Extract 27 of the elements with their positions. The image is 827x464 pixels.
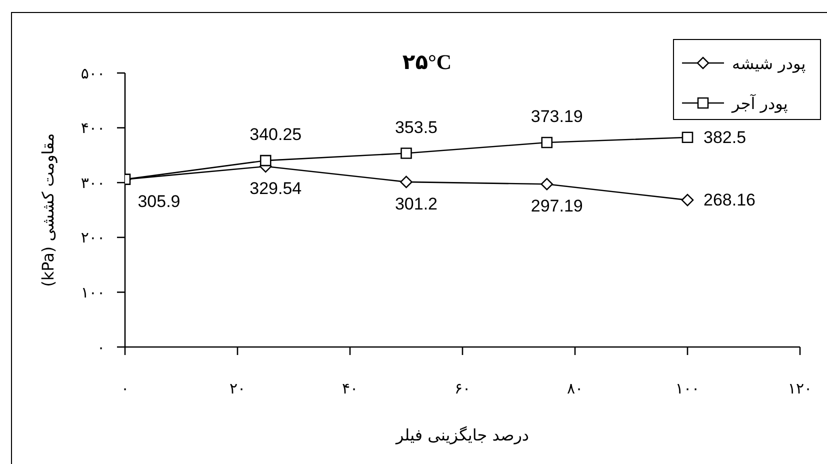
data-label: 373.19 xyxy=(530,106,583,126)
data-label: 382.5 xyxy=(704,128,746,147)
y-tick-label: ۴۰۰ xyxy=(80,119,105,138)
chart-title: ۲۵°C xyxy=(401,49,453,76)
legend-label: پودر آجر xyxy=(732,94,788,112)
x-tick-label: ۲۰ xyxy=(229,380,246,398)
y-tick-label: ۱۰۰ xyxy=(80,284,105,302)
x-axis-title: درصد جایگزینی فیلر xyxy=(394,425,530,444)
y-tick-label: ۳۰۰ xyxy=(80,174,105,192)
y-axis-title: مقاومت کششی (kPa) xyxy=(38,133,58,287)
data-label: 305.9 xyxy=(138,192,180,211)
y-tick-label: ۵۰۰ xyxy=(80,64,105,82)
data-label: 329.54 xyxy=(250,178,302,198)
x-tick-label: ۸۰ xyxy=(566,380,584,398)
data-label: 268.16 xyxy=(704,190,756,210)
y-tick-label: ۰ xyxy=(96,338,105,356)
data-label: 353.5 xyxy=(394,118,438,137)
y-tick-label: ۲۰۰ xyxy=(80,228,105,247)
x-tick-label: ۴۰ xyxy=(342,380,358,398)
x-tick-label: ۰ xyxy=(120,380,130,398)
x-tick-label: ۱۰۰ xyxy=(675,380,700,398)
x-tick-label: ۱۲۰ xyxy=(788,380,812,398)
data-label: 297.19 xyxy=(530,196,583,216)
legend-label: پودر شیشه xyxy=(732,54,806,72)
data-label: 340.25 xyxy=(250,125,302,144)
x-tick-label: ۶۰ xyxy=(454,380,471,398)
data-label: 301.2 xyxy=(394,194,438,214)
